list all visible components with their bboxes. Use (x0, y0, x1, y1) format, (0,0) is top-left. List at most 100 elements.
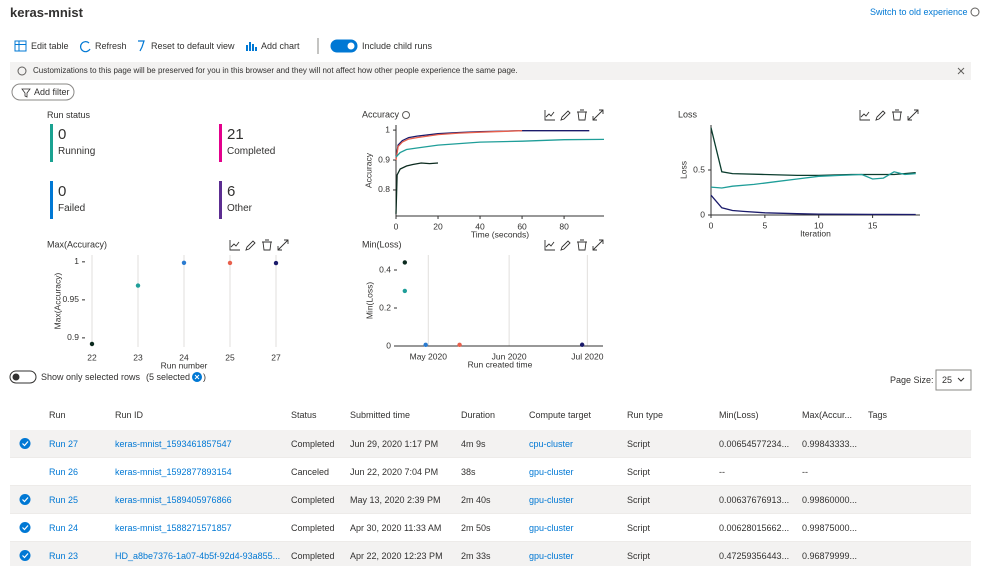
table-cell[interactable]: gpu-cluster (529, 523, 574, 533)
series-line (395, 130, 523, 161)
x-tick-label: 25 (225, 352, 235, 362)
column-header[interactable]: Run ID (115, 410, 144, 420)
edit-icon[interactable] (560, 110, 571, 121)
series-line (395, 162, 439, 214)
selected-rows-toggle[interactable] (9, 370, 37, 384)
reset-icon[interactable] (138, 40, 145, 52)
expand-icon[interactable] (592, 239, 604, 251)
check-mark (22, 497, 29, 503)
page-title: keras-mnist (10, 5, 83, 20)
data-point (402, 260, 408, 265)
chart-type-icon[interactable] (859, 110, 870, 121)
refresh-icon[interactable] (80, 41, 91, 53)
table-cell[interactable]: gpu-cluster (529, 551, 574, 561)
toolbar-item[interactable]: Reset to default view (151, 41, 235, 51)
row-check[interactable] (19, 494, 31, 505)
chart-title: Loss (678, 109, 698, 119)
table-cell[interactable]: gpu-cluster (529, 495, 574, 505)
x-tick-label: 0 (709, 220, 714, 230)
column-header[interactable]: Run type (627, 410, 664, 420)
row-background (10, 542, 971, 566)
add-chart-icon[interactable] (246, 42, 257, 51)
info-icon (402, 111, 411, 119)
column-header[interactable]: Compute target (529, 410, 592, 420)
column-header[interactable]: Duration (461, 410, 496, 420)
column-header[interactable]: Tags (868, 410, 888, 420)
expand-icon[interactable] (907, 109, 919, 121)
expand-icon[interactable] (592, 109, 604, 121)
table-cell[interactable]: gpu-cluster (529, 467, 574, 477)
table-cell[interactable]: Run 27 (49, 439, 79, 449)
x-tick-label: 10 (814, 220, 824, 230)
table-cell[interactable]: keras-mnist_1588271571857 (115, 523, 232, 533)
row-check[interactable] (19, 550, 31, 561)
edit-icon[interactable] (245, 240, 256, 251)
chevron (957, 377, 965, 382)
table-cell[interactable]: keras-mnist_1592877893154 (115, 467, 232, 477)
page-size-select[interactable] (935, 369, 972, 391)
toolbar-item[interactable]: Refresh (95, 41, 127, 51)
status-label: Running (58, 146, 96, 157)
clear-selection-x (194, 374, 200, 380)
status-label: Completed (227, 146, 276, 157)
y-axis-label: Max(Accuracy) (52, 273, 62, 330)
old-experience-icon[interactable] (970, 7, 980, 17)
delete-icon[interactable] (262, 239, 272, 251)
x-tick-label: Jun 2020 (492, 351, 527, 361)
table-cell: 0.00654577234... (719, 439, 790, 449)
status-label: Failed (58, 203, 86, 214)
chart-type-icon[interactable] (229, 240, 240, 251)
child-runs-toggle[interactable] (330, 39, 358, 53)
table-cell[interactable]: Run 24 (49, 523, 79, 533)
table-cell: Apr 30, 2020 11:33 AM (350, 523, 442, 533)
toolbar-item[interactable]: Edit table (31, 41, 69, 51)
status-bar (50, 181, 53, 219)
y-tick-label: 0 (700, 209, 705, 219)
info-icon (17, 66, 27, 76)
delete-icon[interactable] (892, 109, 902, 121)
chart-type-icon[interactable] (544, 240, 555, 251)
data-point (135, 283, 141, 288)
selected-count: (5 selected (146, 372, 191, 382)
table-cell[interactable]: HD_a8be7376-1a07-4b5f-92d4-93a855... (115, 551, 281, 561)
old-experience-link[interactable]: Switch to old experience (870, 7, 968, 17)
toolbar-item[interactable]: Add chart (261, 41, 300, 51)
column-header[interactable]: Max(Accur... (802, 410, 853, 420)
table-cell: 2m 33s (461, 551, 491, 561)
delete-icon[interactable] (577, 109, 587, 121)
edit-table-icon[interactable] (14, 40, 27, 52)
table-cell[interactable]: Run 26 (49, 467, 79, 477)
dismiss-icon[interactable] (957, 67, 965, 75)
column-header[interactable]: Status (291, 410, 317, 420)
add-filter-button[interactable] (11, 83, 75, 101)
table-cell[interactable]: Run 25 (49, 495, 79, 505)
row-background (10, 430, 971, 457)
table-cell[interactable]: Run 23 (49, 551, 79, 561)
row-check[interactable] (19, 438, 31, 449)
table-cell: Completed (291, 551, 335, 561)
check-mark (22, 525, 29, 531)
page-size-value[interactable]: 25 (942, 375, 953, 385)
x-tick-label: 0 (394, 221, 399, 231)
table-cell: Script (627, 439, 651, 449)
series-line (395, 130, 590, 159)
series-line (710, 171, 916, 189)
row-check[interactable] (19, 522, 31, 533)
edit-icon[interactable] (875, 110, 886, 121)
expand-icon[interactable] (277, 239, 289, 251)
edit-icon[interactable] (560, 240, 571, 251)
table-cell[interactable]: keras-mnist_1589405976866 (115, 495, 232, 505)
x-tick-label: 24 (179, 352, 189, 362)
chart-type-icon[interactable] (544, 110, 555, 121)
column-header[interactable]: Run (49, 410, 66, 420)
x-tick-label: 20 (433, 221, 443, 231)
table-cell[interactable]: cpu-cluster (529, 439, 574, 449)
data-point (273, 260, 279, 266)
column-header[interactable]: Submitted time (350, 410, 411, 420)
x-axis-label: Time (seconds) (471, 229, 529, 239)
delete-icon[interactable] (577, 239, 587, 251)
table-cell[interactable]: keras-mnist_1593461857547 (115, 439, 232, 449)
table-cell: 38s (461, 467, 476, 477)
add-filter-label[interactable]: Add filter (34, 87, 70, 97)
column-header[interactable]: Min(Loss) (719, 410, 759, 420)
